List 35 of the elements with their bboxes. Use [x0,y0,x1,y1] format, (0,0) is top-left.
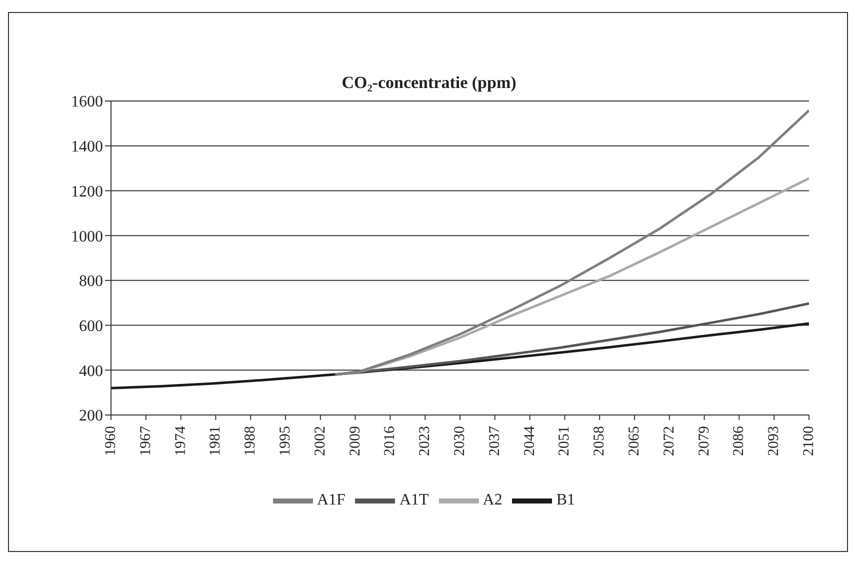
x-tick-label: 1960 [103,426,119,456]
x-tick-label: 2079 [696,426,712,456]
x-tick-label: 1974 [172,426,189,456]
legend-label: A1F [316,492,346,509]
x-tick-label: 2093 [766,426,782,456]
y-tick-label: 800 [79,273,103,290]
x-tick-label: 2058 [592,426,608,456]
chart-title: CO₂-concentratie (ppm) [340,73,518,93]
y-tick-label: 600 [79,318,103,335]
x-tick-label: 2086 [731,426,748,456]
x-tick-label: 2072 [661,426,678,456]
y-tick-label: 200 [79,408,103,425]
y-tick-label: 400 [79,362,103,380]
x-tick-label: 2051 [556,426,573,456]
legend-label: B1 [556,492,575,509]
x-tick-label: 1995 [278,426,294,456]
x-tick-label: 2044 [522,426,538,456]
x-tick-label: 2065 [626,426,642,456]
x-tick-label: 2030 [452,426,468,456]
x-tick-label: 1988 [242,426,259,456]
legend-label: A2 [482,492,502,509]
y-tick-label: 1400 [71,138,103,156]
x-tick-label: 1981 [208,426,224,456]
x-tick-label: 2100 [801,426,817,456]
x-tick-label: 2016 [382,426,398,456]
y-tick-label: 1600 [71,94,103,111]
y-tick-label: 1200 [71,183,103,200]
x-tick-label: 1967 [138,426,154,456]
legend-label: A1T [399,492,429,509]
line-series [334,109,809,376]
x-tick-label: 2009 [347,426,364,456]
x-tick-label: 2037 [486,426,503,456]
y-tick-label: 1000 [71,228,103,246]
x-tick-label: 2002 [312,426,328,456]
x-tick-label: 2023 [417,426,434,456]
